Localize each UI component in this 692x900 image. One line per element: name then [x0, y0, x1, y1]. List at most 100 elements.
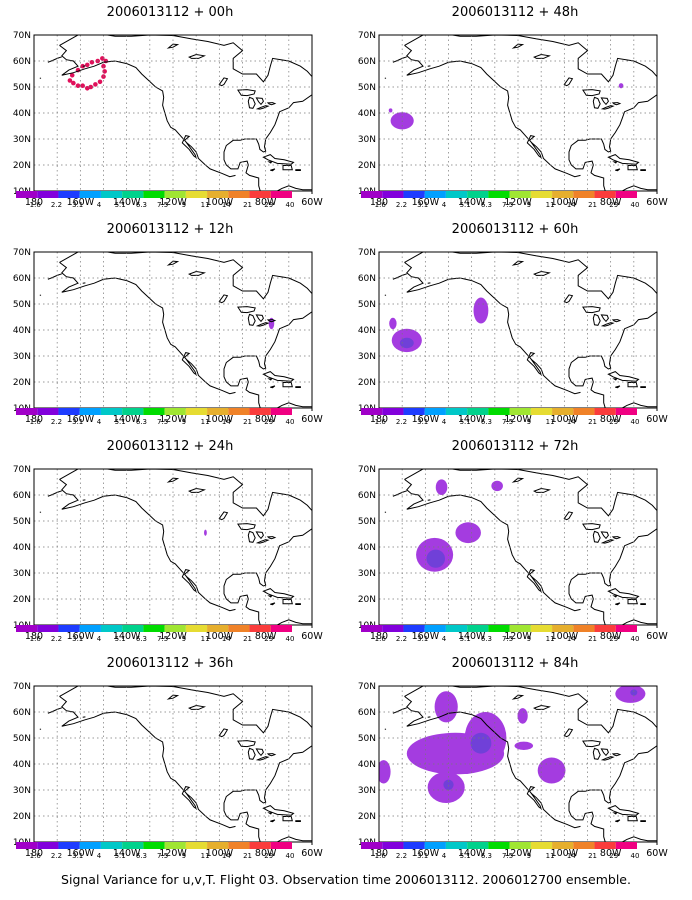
- colorbar-label: 11: [546, 418, 555, 426]
- signal-area: [389, 317, 397, 330]
- colorbar-label: 21: [588, 852, 597, 860]
- colorbar-swatch: [424, 842, 446, 849]
- observation-dot: [100, 56, 105, 61]
- lat-label: 30N: [13, 569, 31, 579]
- lon-label: 180: [370, 848, 388, 859]
- coastline: [39, 469, 312, 625]
- colorbar-swatch: [122, 191, 144, 198]
- colorbar-swatch: [100, 842, 123, 849]
- colorbar-label: 40: [631, 418, 640, 426]
- lat-label: 30N: [358, 569, 376, 579]
- colorbar-label: 14: [222, 635, 231, 643]
- colorbar-swatch: [79, 625, 101, 632]
- lon-label: 120W: [504, 631, 532, 642]
- colorbar-swatch: [445, 842, 468, 849]
- lat-label: 50N: [13, 300, 31, 310]
- colorbar-label: 4: [442, 635, 447, 643]
- colorbar-swatch: [207, 408, 229, 415]
- colorbar-label: 5.1: [460, 418, 471, 426]
- colorbar-swatch: [424, 408, 446, 415]
- panel-title: 2006013112 + 00h: [106, 5, 234, 20]
- panel-title: 2006013112 + 24h: [106, 439, 234, 454]
- lat-label: 20N: [13, 812, 31, 822]
- observation-dot: [69, 73, 75, 78]
- colorbar-label: 21: [243, 852, 252, 860]
- colorbar-swatch: [445, 191, 468, 198]
- colorbar-swatch: [37, 625, 59, 632]
- colorbar-swatch: [164, 625, 186, 632]
- colorbar-swatch: [467, 842, 489, 849]
- signal-area: [517, 708, 528, 724]
- colorbar-label: 7.5: [502, 852, 513, 860]
- colorbar-label: 4: [442, 852, 447, 860]
- colorbar-label: 3.1: [72, 852, 83, 860]
- colorbar-label: 7.5: [157, 852, 168, 860]
- lat-label: 50N: [358, 83, 376, 93]
- colorbar-label: 3.1: [72, 635, 83, 643]
- colorbar-label: 9: [527, 418, 531, 426]
- colorbar-swatch: [16, 191, 38, 198]
- lon-label: 120W: [159, 848, 187, 859]
- signal-area: [434, 691, 458, 723]
- map-panel: 2006013112 + 72h70N60N50N40N30N20N10N180…: [345, 439, 685, 654]
- signal-area: [615, 686, 646, 703]
- colorbar-swatch: [143, 408, 165, 415]
- lon-label: 100W: [206, 197, 234, 208]
- colorbar-label: 4: [97, 418, 102, 426]
- colorbar-swatch: [530, 408, 553, 415]
- colorbar-swatch: [424, 625, 446, 632]
- colorbar-swatch: [530, 191, 553, 198]
- lat-label: 70N: [358, 31, 376, 41]
- colorbar-swatch: [615, 842, 637, 849]
- coastline: [39, 35, 312, 191]
- colorbar-label: 2.2: [396, 852, 407, 860]
- lat-label: 40N: [13, 109, 31, 119]
- colorbar-label: 3.1: [417, 418, 428, 426]
- colorbar-swatch: [573, 842, 595, 849]
- lon-label: 60W: [301, 848, 323, 859]
- signal-area: [630, 689, 638, 696]
- colorbar-swatch: [509, 191, 531, 198]
- colorbar-label: 6.3: [136, 635, 147, 643]
- lat-label: 40N: [13, 543, 31, 553]
- panel-title: 2006013112 + 84h: [451, 656, 579, 671]
- lat-label: 60N: [358, 274, 376, 284]
- colorbar-label: 7.5: [502, 418, 513, 426]
- lon-label: 120W: [159, 631, 187, 642]
- colorbar-swatch: [382, 842, 404, 849]
- map-plot: 70N60N50N40N30N20N10N180160W140W120W100W…: [358, 465, 669, 642]
- colorbar-label: 21: [588, 635, 597, 643]
- lon-label: 120W: [159, 414, 187, 425]
- colorbar-label: 4: [97, 852, 102, 860]
- lat-label: 60N: [358, 708, 376, 718]
- colorbar-swatch: [552, 408, 574, 415]
- colorbar-swatch: [185, 408, 208, 415]
- signal-area: [455, 522, 481, 544]
- lat-label: 40N: [358, 109, 376, 119]
- colorbar: 1.6 2.2 3.1 4 5.1 6.3 7.5 9 11 14 21 29 40: [16, 625, 294, 643]
- lon-label: 160W: [412, 197, 440, 208]
- colorbar-swatch: [509, 842, 531, 849]
- lat-label: 40N: [358, 326, 376, 336]
- colorbar-label: 40: [286, 201, 295, 209]
- colorbar-swatch: [122, 842, 144, 849]
- colorbar-label: 1.6: [375, 418, 387, 426]
- colorbar-label: 7.5: [502, 201, 513, 209]
- colorbar-swatch: [509, 625, 531, 632]
- colorbar-swatch: [37, 191, 59, 198]
- lon-label: 180: [370, 631, 388, 642]
- map-panel: 2006013112 + 00h70N60N50N40N30N20N10N180…: [0, 5, 340, 220]
- observation-dot: [71, 80, 76, 86]
- colorbar-label: 4: [97, 201, 102, 209]
- colorbar-label: 40: [631, 201, 640, 209]
- colorbar-swatch: [488, 191, 510, 198]
- lat-label: 50N: [13, 83, 31, 93]
- lon-label: 120W: [504, 848, 532, 859]
- map-plot: 70N60N50N40N30N20N10N180160W140W120W100W…: [13, 465, 324, 642]
- coastline: [384, 686, 657, 842]
- lon-label: 160W: [67, 848, 95, 859]
- colorbar-swatch: [403, 191, 425, 198]
- colorbar-swatch: [185, 625, 208, 632]
- signal-area: [473, 297, 489, 324]
- colorbar-label: 6.3: [136, 201, 147, 209]
